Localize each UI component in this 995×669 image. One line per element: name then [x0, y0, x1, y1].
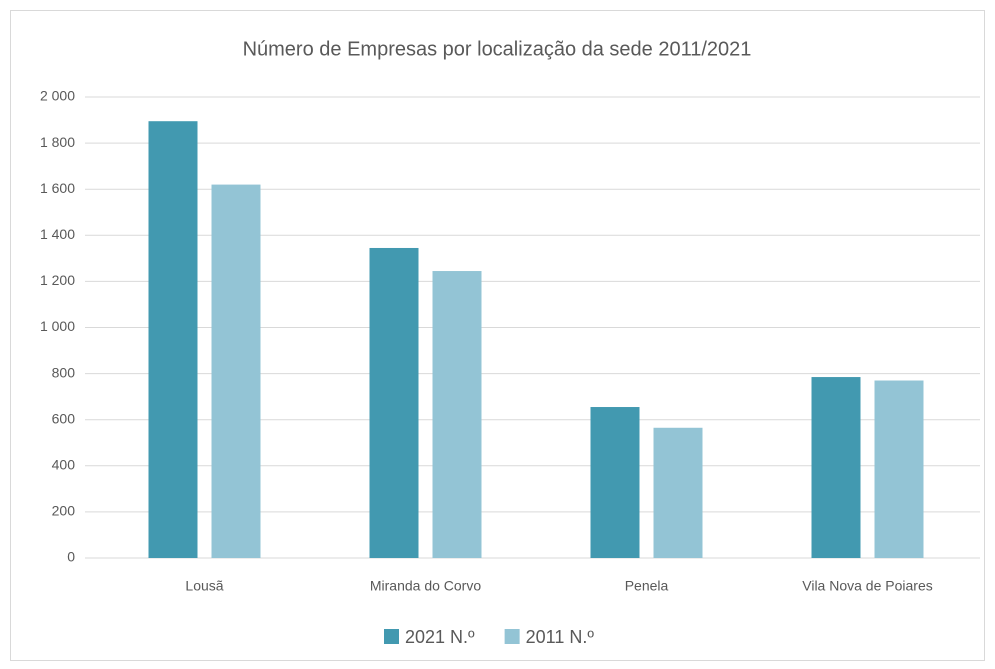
- bar: [211, 184, 261, 558]
- y-tick-label: 1 800: [40, 134, 75, 150]
- y-tick-label: 400: [52, 457, 76, 473]
- x-tick-label: Lousã: [185, 578, 223, 594]
- x-tick-label: Miranda do Corvo: [370, 578, 481, 594]
- x-tick-label: Vila Nova de Poiares: [802, 578, 932, 594]
- legend-label: 2011 N.º: [526, 627, 595, 647]
- bar: [653, 427, 703, 558]
- bar: [369, 247, 419, 559]
- y-tick-label: 600: [52, 410, 76, 426]
- chart-title: Número de Empresas por localização da se…: [243, 38, 752, 60]
- bar: [811, 377, 861, 558]
- y-tick-label: 1 600: [40, 180, 75, 196]
- legend-swatch: [504, 629, 520, 644]
- y-tick-label: 0: [67, 549, 75, 565]
- bar: [148, 121, 198, 558]
- bar: [590, 407, 640, 558]
- bar: [874, 380, 924, 558]
- y-tick-label: 1 000: [40, 318, 75, 334]
- legend-label: 2021 N.º: [405, 627, 475, 647]
- y-tick-label: 1 200: [40, 272, 75, 288]
- y-tick-label: 800: [52, 364, 76, 380]
- x-tick-label: Penela: [625, 578, 669, 594]
- y-tick-label: 2 000: [40, 88, 75, 104]
- bar: [432, 271, 482, 558]
- legend-swatch: [384, 629, 399, 644]
- y-tick-label: 200: [52, 503, 76, 519]
- y-tick-label: 1 400: [40, 226, 75, 242]
